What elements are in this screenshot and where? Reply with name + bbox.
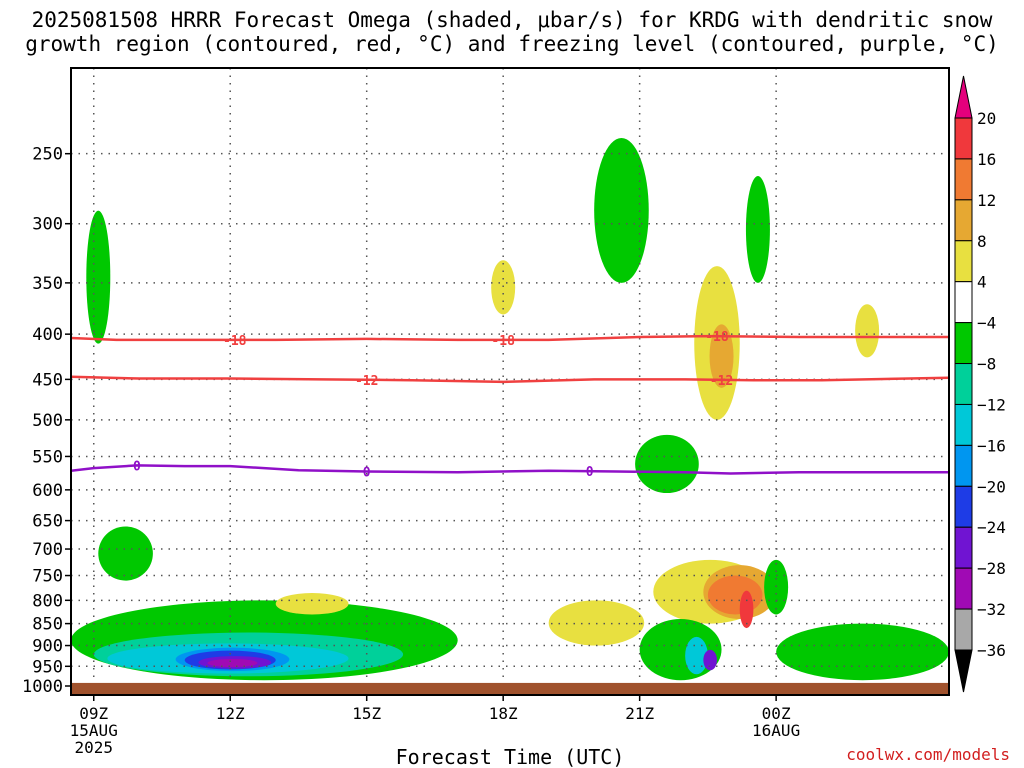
omega-region xyxy=(707,575,763,615)
y-tick-label: 350 xyxy=(32,274,63,294)
omega-region xyxy=(98,526,153,581)
colorbar-swatch xyxy=(954,158,973,201)
colorbar-label: −8 xyxy=(977,355,996,374)
x-tick-label: 18Z xyxy=(489,704,518,723)
x-tick-label: 12Z xyxy=(216,704,245,723)
watermark: coolwx.com/models xyxy=(846,745,1010,764)
omega-region xyxy=(739,590,754,629)
omega-region xyxy=(855,304,880,358)
contour-label: -18 xyxy=(223,334,247,349)
omega-region xyxy=(745,176,770,283)
colorbar-label: −28 xyxy=(977,559,1006,578)
contour-label: -18 xyxy=(491,334,515,349)
colorbar-swatch xyxy=(954,608,973,651)
y-tick-label: 250 xyxy=(32,145,63,165)
contour-label: -12 xyxy=(710,374,733,389)
omega-region xyxy=(635,434,699,494)
colorbar-label: −20 xyxy=(977,477,1006,496)
y-tick-label: 500 xyxy=(32,411,63,431)
x-axis-label: Forecast Time (UTC) xyxy=(396,745,625,768)
contour-label: -12 xyxy=(355,374,378,389)
snow-growth-contour xyxy=(71,334,949,342)
omega-region xyxy=(275,593,349,615)
colorbar: 20 16 12 8 4 −4 −8 −12 −16 −20 −24 −28 −32 −36 xyxy=(954,75,1006,693)
colorbar-label: 8 xyxy=(977,232,987,251)
colorbar-label: 12 xyxy=(977,191,996,210)
y-tick-label: 550 xyxy=(32,447,63,467)
plot-frame xyxy=(70,67,950,696)
contour-label: 0 xyxy=(363,465,371,480)
omega-shading xyxy=(71,138,949,681)
x-tick-label: 15AUG xyxy=(70,721,118,740)
y-tick-label: 650 xyxy=(32,512,63,532)
colorbar-swatch xyxy=(954,240,973,283)
colorbar-swatch xyxy=(954,444,973,487)
colorbar-swatch xyxy=(954,322,973,365)
omega-region xyxy=(764,559,789,615)
y-tick-label: 400 xyxy=(32,325,63,345)
colorbar-label: −12 xyxy=(977,395,1006,414)
surface-band xyxy=(71,682,949,695)
omega-region xyxy=(86,210,111,344)
x-tick-label: 2025 xyxy=(74,738,113,757)
colorbar-swatch xyxy=(954,403,973,446)
omega-region xyxy=(594,138,649,283)
x-tick-label: 21Z xyxy=(625,704,654,723)
y-tick-label: 450 xyxy=(32,370,63,390)
snow-growth-contour xyxy=(71,375,949,384)
omega-region xyxy=(491,260,516,315)
surface-ground xyxy=(71,682,949,695)
x-tick-label: 00Z xyxy=(762,704,791,723)
colorbar-label: −32 xyxy=(977,600,1006,619)
colorbar-bottom-arrow xyxy=(954,649,973,693)
y-axis-ticks: 2503003504004505005506006507007508008509… xyxy=(22,145,71,697)
y-tick-label: 750 xyxy=(32,567,63,587)
y-tick-label: 1000 xyxy=(22,677,63,697)
omega-region xyxy=(639,619,722,681)
contour-label: -18 xyxy=(705,330,729,345)
y-tick-label: 950 xyxy=(32,657,63,677)
chart-title-line-2: growth region (contoured, red, °C) and f… xyxy=(25,32,999,56)
colorbar-label: 20 xyxy=(977,109,996,128)
y-tick-label: 300 xyxy=(32,215,63,235)
colorbar-swatch xyxy=(954,567,973,610)
colorbar-label: −16 xyxy=(977,436,1006,455)
colorbar-label: −4 xyxy=(977,314,996,333)
omega-region xyxy=(703,649,717,671)
x-tick-label: 16AUG xyxy=(752,721,800,740)
y-tick-label: 850 xyxy=(32,615,63,635)
colorbar-swatch xyxy=(954,281,973,324)
colorbar-label: 4 xyxy=(977,273,987,292)
contour-label: 0 xyxy=(586,465,594,480)
colorbar-label: 16 xyxy=(977,150,996,169)
contour-label: 0 xyxy=(133,459,141,474)
omega-region xyxy=(709,324,734,388)
colorbar-swatch xyxy=(954,199,973,242)
colorbar-top-arrow xyxy=(954,75,973,119)
y-tick-label: 600 xyxy=(32,481,63,501)
freezing-level-contour xyxy=(71,464,949,475)
y-tick-label: 800 xyxy=(32,591,63,611)
chart-title-line-1: 2025081508 HRRR Forecast Omega (shaded, … xyxy=(31,8,993,32)
x-tick-label: 15Z xyxy=(352,704,381,723)
x-tick-label: 09Z xyxy=(79,704,108,723)
y-tick-label: 700 xyxy=(32,540,63,560)
colorbar-swatch xyxy=(954,117,973,160)
temperature-contours: -18 -18 -18 -12 -12 0 0 0 xyxy=(71,330,949,480)
colorbar-label: −24 xyxy=(977,518,1006,537)
omega-region xyxy=(776,623,949,681)
colorbar-swatch xyxy=(954,526,973,569)
colorbar-swatch xyxy=(954,485,973,528)
colorbar-swatch xyxy=(954,363,973,405)
colorbar-label: −36 xyxy=(977,641,1006,660)
omega-region xyxy=(207,658,258,668)
y-tick-label: 900 xyxy=(32,637,63,657)
